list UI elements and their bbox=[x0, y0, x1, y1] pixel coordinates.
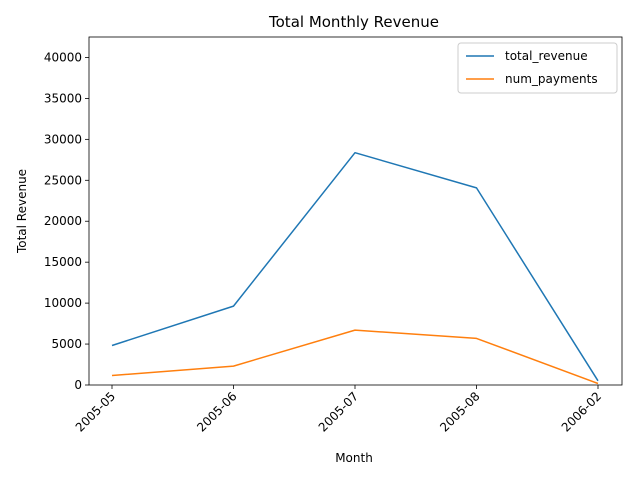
legend-label-total-revenue: total_revenue bbox=[505, 49, 588, 63]
y-tick-label: 15000 bbox=[44, 255, 82, 269]
y-tick-label: 40000 bbox=[44, 50, 82, 64]
y-tick-label: 5000 bbox=[51, 337, 82, 351]
axes-frame bbox=[88, 36, 623, 386]
series-line-total-revenue bbox=[111, 151, 599, 382]
legend: total_revenue num_payments bbox=[457, 42, 618, 94]
x-tick-label: 2005-07 bbox=[316, 389, 361, 434]
y-axis-label: Total Revenue bbox=[15, 169, 29, 254]
x-tick-label: 2006-02 bbox=[559, 389, 604, 434]
y-tick-label: 35000 bbox=[44, 91, 82, 105]
plot-area: 0 5000 10000 15000 20000 25000 30000 35000 40000… bbox=[44, 36, 623, 435]
legend-label-num-payments: num_payments bbox=[505, 72, 598, 86]
y-tick-label: 0 bbox=[74, 378, 82, 392]
x-axis-label: Month bbox=[335, 451, 373, 465]
y-tick-label: 25000 bbox=[44, 173, 82, 187]
legend-box bbox=[457, 42, 618, 94]
y-tick-label: 20000 bbox=[44, 214, 82, 228]
x-tick-label: 2005-08 bbox=[437, 389, 482, 434]
x-tick-label: 2005-06 bbox=[194, 389, 239, 434]
y-tick-label: 10000 bbox=[44, 296, 82, 310]
y-tick-label: 30000 bbox=[44, 132, 82, 146]
x-tick-label: 2005-05 bbox=[73, 389, 118, 434]
chart-title: Total Monthly Revenue bbox=[268, 13, 439, 31]
series-line-num-payments bbox=[111, 329, 599, 385]
